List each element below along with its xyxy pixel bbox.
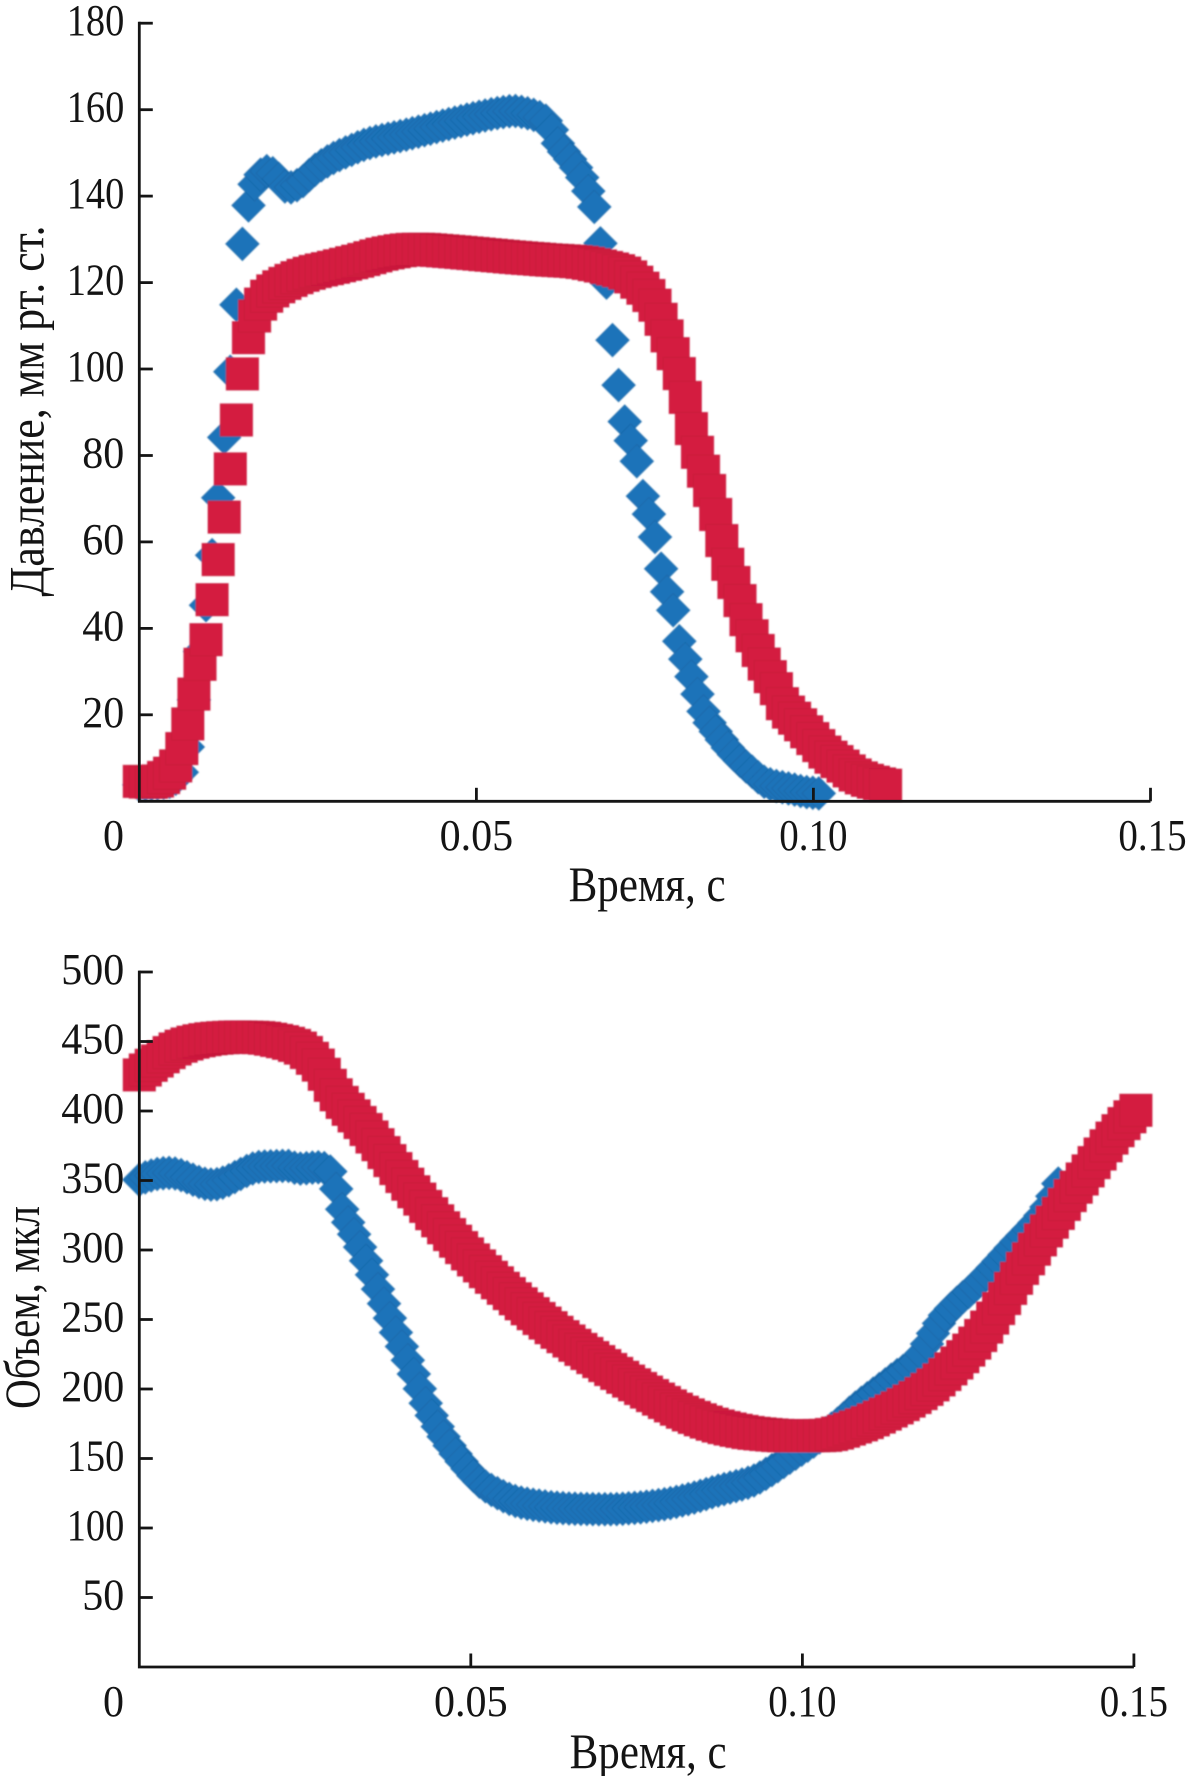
svg-text:0.10: 0.10 <box>779 810 847 860</box>
svg-text:120: 120 <box>67 255 125 305</box>
svg-text:Время, с: Время, с <box>570 1723 727 1776</box>
svg-text:200: 200 <box>61 1361 124 1411</box>
svg-text:350: 350 <box>61 1153 124 1203</box>
svg-text:Давление, мм рт. ст.: Давление, мм рт. ст. <box>0 226 55 597</box>
svg-text:400: 400 <box>61 1083 124 1133</box>
svg-text:0: 0 <box>103 810 124 860</box>
svg-text:80: 80 <box>82 428 124 478</box>
svg-text:60: 60 <box>82 514 124 564</box>
svg-text:Время, с: Время, с <box>569 856 726 912</box>
svg-text:140: 140 <box>67 168 125 218</box>
svg-text:0.05: 0.05 <box>434 1676 508 1726</box>
svg-text:100: 100 <box>67 1500 125 1550</box>
svg-text:0: 0 <box>103 1676 124 1726</box>
svg-text:0.05: 0.05 <box>440 810 514 860</box>
svg-text:0.10: 0.10 <box>768 1676 836 1726</box>
svg-text:300: 300 <box>61 1222 124 1272</box>
svg-text:50: 50 <box>82 1570 124 1620</box>
svg-text:0.15: 0.15 <box>1100 1676 1168 1726</box>
svg-text:40: 40 <box>82 600 124 650</box>
svg-text:150: 150 <box>67 1431 125 1481</box>
svg-text:500: 500 <box>61 944 124 994</box>
svg-text:20: 20 <box>82 687 124 737</box>
svg-text:450: 450 <box>61 1014 124 1064</box>
svg-text:250: 250 <box>61 1292 124 1342</box>
svg-text:0.15: 0.15 <box>1118 810 1186 860</box>
svg-text:100: 100 <box>67 341 125 391</box>
svg-text:180: 180 <box>67 0 125 45</box>
svg-text:160: 160 <box>67 82 125 132</box>
svg-text:Объем, мкл: Объем, мкл <box>0 1206 50 1409</box>
